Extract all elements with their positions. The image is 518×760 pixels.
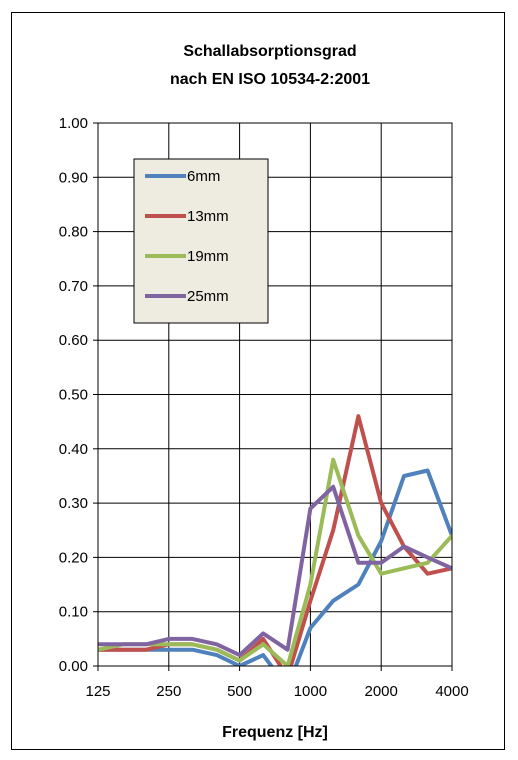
x-axis-title: Frequenz [Hz]	[222, 724, 328, 741]
chart-frame: Schallabsorptionsgrad nach EN ISO 10534-…	[11, 12, 505, 750]
series-line-13mm	[98, 414, 452, 666]
y-tick-label: 0.00	[59, 658, 88, 675]
series-lines	[98, 414, 452, 666]
y-tick-label: 1.00	[59, 115, 88, 132]
legend-label-19mm: 19mm	[187, 248, 229, 265]
y-tick-label: 0.30	[59, 495, 88, 512]
x-tick-label: 125	[85, 683, 110, 700]
legend-label-25mm: 25mm	[187, 288, 229, 305]
y-tick-label: 0.50	[59, 387, 88, 404]
chart: Schallabsorptionsgrad nach EN ISO 10534-…	[59, 43, 469, 741]
legend-label-13mm: 13mm	[187, 208, 229, 225]
y-tick-label: 0.20	[59, 549, 88, 566]
x-tick-label: 2000	[365, 683, 398, 700]
y-tick-label: 0.90	[59, 169, 88, 186]
series-line-6mm	[98, 468, 452, 666]
chart-title-line-1: Schallabsorptionsgrad	[183, 43, 356, 60]
y-tick-label: 0.70	[59, 278, 88, 295]
x-tick-label: 250	[156, 683, 181, 700]
chart-title-line-2: nach EN ISO 10534-2:2001	[170, 71, 370, 88]
x-axis-ticks: 125 250 500 1000 2000 4000	[85, 666, 469, 700]
legend-label-6mm: 6mm	[187, 168, 220, 185]
x-tick-label: 1000	[294, 683, 327, 700]
legend: 6mm 13mm 19mm 25mm	[133, 158, 269, 324]
y-tick-label: 0.60	[59, 332, 88, 349]
x-tick-label: 4000	[435, 683, 468, 700]
x-tick-label: 500	[227, 683, 252, 700]
y-tick-label: 0.40	[59, 441, 88, 458]
plot-area-border	[97, 122, 453, 667]
y-tick-label: 0.80	[59, 224, 88, 241]
series-line-25mm	[98, 484, 452, 658]
series-line-19mm	[98, 457, 452, 666]
y-axis-ticks: 0.00 0.10 0.20 0.30 0.40 0.50 0.60 0.70 0.80 0.90…	[59, 115, 98, 675]
y-tick-label: 0.10	[59, 604, 88, 621]
